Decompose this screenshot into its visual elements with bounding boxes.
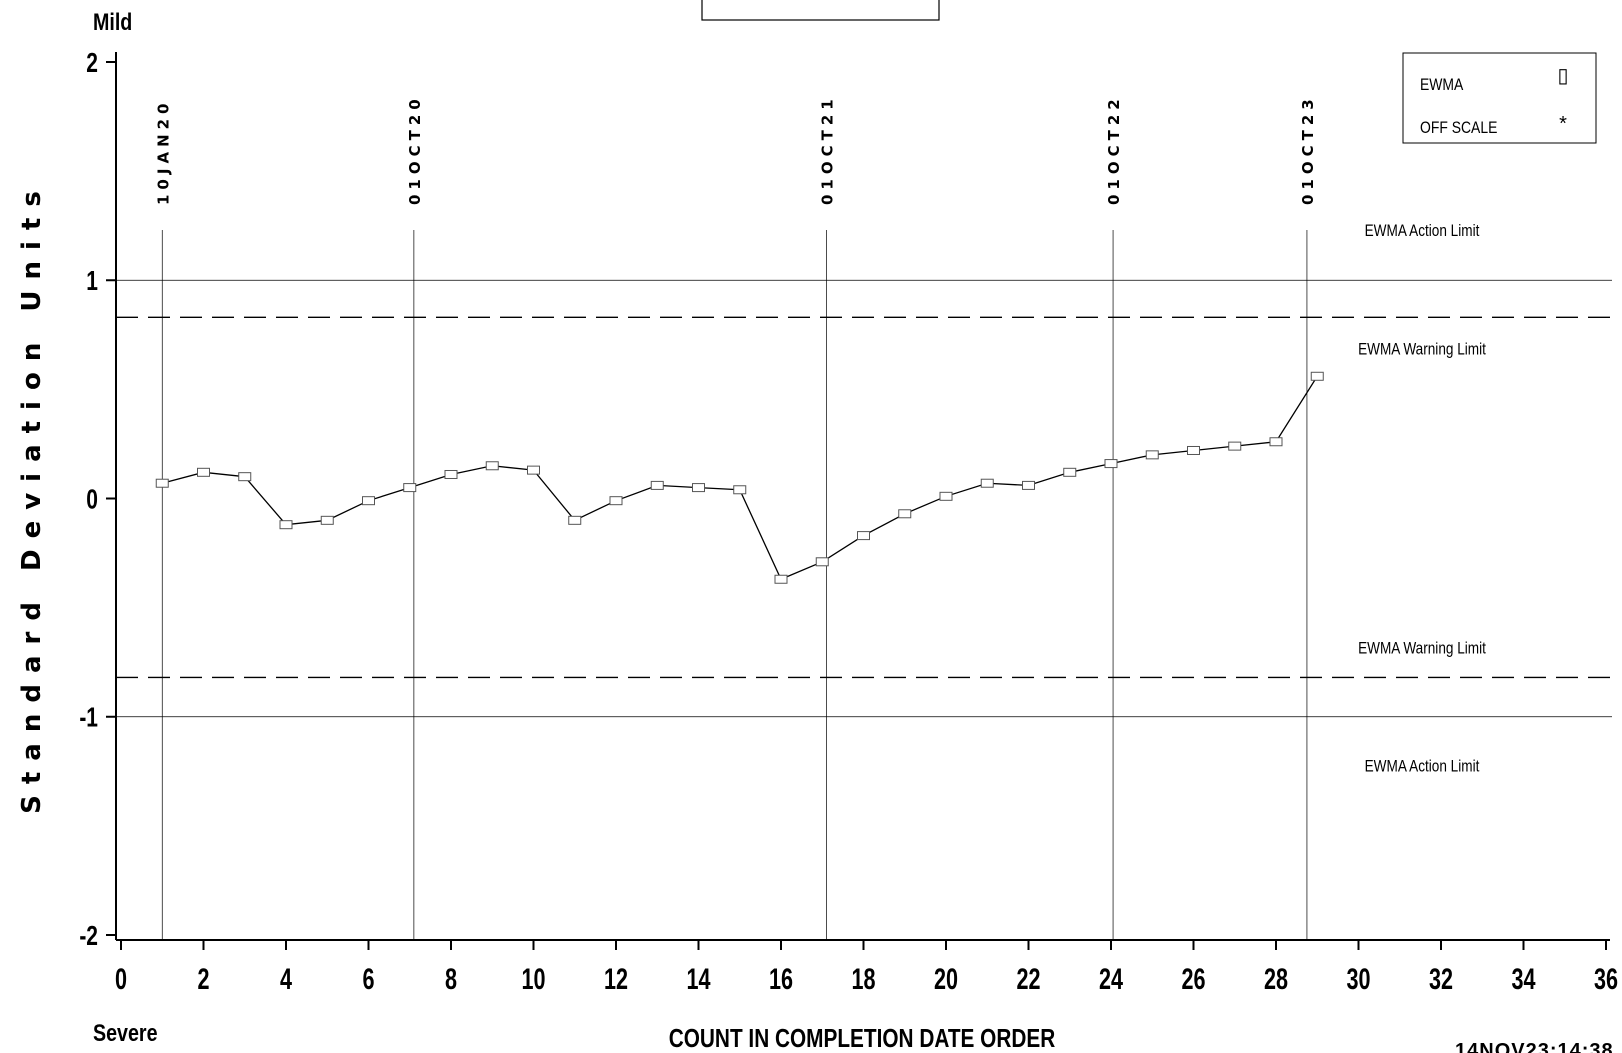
data-point-10 bbox=[527, 465, 540, 475]
title-box bbox=[701, 0, 940, 21]
legend-label-ewma: EWMA bbox=[1420, 76, 1464, 95]
legend-label-offscale: OFF SCALE bbox=[1420, 119, 1497, 138]
data-point-12 bbox=[609, 496, 623, 506]
x-tick-label-18: 36 bbox=[1594, 961, 1618, 995]
data-point-2 bbox=[197, 467, 210, 477]
reference-lines: EWMA Action Limit EWMA Warning Limit EWMA … bbox=[116, 222, 1612, 776]
legend: EWMA ▯ OFF SCALE * bbox=[1402, 52, 1597, 144]
data-point-8 bbox=[444, 469, 458, 479]
x-tick-label-7: 14 bbox=[686, 961, 710, 995]
data-point-28 bbox=[1269, 437, 1283, 447]
x-axis-label: COUNT IN COMPLETION DATE ORDER bbox=[669, 1024, 1056, 1053]
date-markers: 10JAN20 01OCT20 01OCT21 01OCT22 01OCT23 bbox=[154, 94, 1317, 940]
x-tick-label-14: 28 bbox=[1264, 961, 1288, 995]
date-marker-label-0: 10JAN20 bbox=[154, 99, 172, 206]
date-marker-label-4: 01OCT23 bbox=[1299, 94, 1317, 205]
x-tick-label-11: 22 bbox=[1016, 961, 1040, 995]
x-tick-label-2: 4 bbox=[280, 961, 292, 995]
x-tick-label-8: 16 bbox=[769, 961, 793, 995]
x-tick-label-10: 20 bbox=[934, 961, 958, 995]
data-point-1 bbox=[155, 478, 169, 488]
data-point-19 bbox=[898, 509, 912, 519]
data-point-3 bbox=[238, 472, 252, 482]
x-tick-label-5: 10 bbox=[521, 961, 545, 995]
data-point-27 bbox=[1228, 441, 1242, 451]
data-point-15 bbox=[733, 485, 747, 495]
x-tick-label-12: 24 bbox=[1099, 961, 1123, 995]
data-point-23 bbox=[1063, 467, 1077, 477]
limit-label-3: EWMA Action Limit bbox=[1365, 757, 1480, 776]
data-point-7 bbox=[403, 483, 417, 493]
y-tick-label-4: -2 bbox=[79, 921, 98, 952]
y-tick-label-3: -1 bbox=[79, 703, 98, 734]
legend-box bbox=[1402, 52, 1597, 144]
x-tick-label-1: 2 bbox=[197, 961, 209, 995]
date-marker-label-2: 01OCT21 bbox=[818, 94, 836, 205]
x-tick-label-9: 18 bbox=[851, 961, 875, 995]
data-point-21 bbox=[980, 478, 994, 488]
data-point-6 bbox=[362, 496, 375, 506]
data-point-24 bbox=[1104, 459, 1118, 469]
date-marker-label-3: 01OCT22 bbox=[1105, 94, 1123, 205]
data-point-22 bbox=[1022, 480, 1035, 490]
mild-label: Mild bbox=[93, 8, 132, 35]
data-point-17 bbox=[815, 557, 829, 567]
x-tick-label-15: 30 bbox=[1346, 961, 1370, 995]
legend-symbol-ewma: ▯ bbox=[1557, 65, 1568, 87]
x-tick-label-17: 34 bbox=[1511, 961, 1535, 995]
y-axis-label: Standard Deviation Units bbox=[17, 180, 47, 814]
data-point-25 bbox=[1145, 450, 1159, 460]
x-tick-label-13: 26 bbox=[1181, 961, 1205, 995]
data-point-16 bbox=[774, 574, 788, 584]
y-tick-label-1: 1 bbox=[86, 266, 98, 297]
x-ticks: 0 2 4 6 8 10 12 14 16 18 20 22 24 26 28 30 32 34 36 bbox=[115, 940, 1618, 996]
x-tick-label-0: 0 bbox=[115, 961, 127, 995]
limit-label-1: EWMA Warning Limit bbox=[1358, 340, 1486, 359]
limit-label-2: EWMA Warning Limit bbox=[1358, 639, 1486, 658]
x-tick-label-16: 32 bbox=[1429, 961, 1453, 995]
timestamp: 14NOV23:14:38 bbox=[1455, 1040, 1614, 1053]
y-ticks: 2 1 0 -1 -2 bbox=[79, 48, 116, 952]
severe-label: Severe bbox=[93, 1019, 158, 1046]
data-point-20 bbox=[939, 491, 953, 501]
legend-symbol-offscale: * bbox=[1559, 113, 1567, 135]
date-marker-label-1: 01OCT20 bbox=[406, 94, 424, 205]
limit-label-0: EWMA Action Limit bbox=[1365, 222, 1480, 241]
y-tick-label-0: 2 bbox=[86, 48, 98, 79]
data-point-13 bbox=[650, 480, 664, 490]
series-line-0 bbox=[162, 375, 1318, 581]
data-point-29 bbox=[1310, 371, 1324, 381]
data-point-18 bbox=[857, 531, 870, 541]
x-tick-label-6: 12 bbox=[604, 961, 628, 995]
x-tick-label-3: 6 bbox=[362, 961, 374, 995]
data-point-5 bbox=[320, 515, 334, 525]
y-tick-label-2: 0 bbox=[86, 485, 98, 516]
data-point-14 bbox=[692, 483, 705, 493]
data-point-9 bbox=[485, 461, 499, 471]
data-point-4 bbox=[279, 520, 293, 530]
data-point-11 bbox=[568, 515, 582, 525]
x-tick-label-4: 8 bbox=[445, 961, 457, 995]
data-point-26 bbox=[1187, 445, 1200, 455]
series-ewma bbox=[155, 371, 1324, 584]
